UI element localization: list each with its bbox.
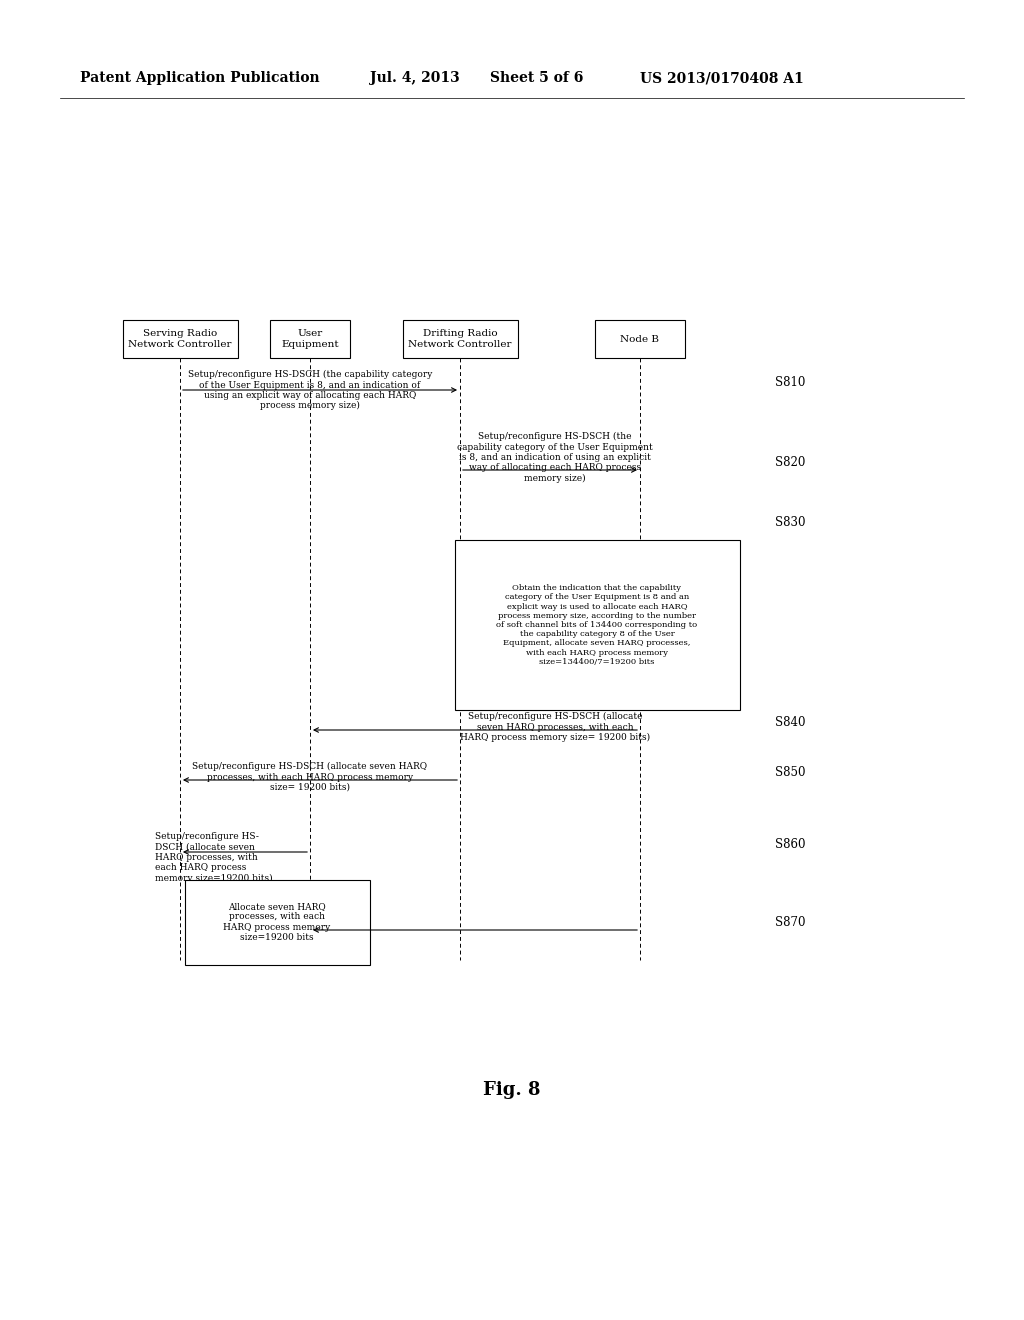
Text: Patent Application Publication: Patent Application Publication [80,71,319,84]
Text: Sheet 5 of 6: Sheet 5 of 6 [490,71,584,84]
Text: S820: S820 [775,455,805,469]
Text: US 2013/0170408 A1: US 2013/0170408 A1 [640,71,804,84]
Text: Setup/reconfigure HS-DSCH (the capability category
of the User Equipment is 8, a: Setup/reconfigure HS-DSCH (the capabilit… [187,370,432,411]
Text: User
Equipment: User Equipment [282,329,339,348]
Bar [402,319,517,358]
Text: Node B: Node B [621,334,659,343]
Text: Setup/reconfigure HS-DSCH (allocate seven HARQ
processes, with each HARQ process: Setup/reconfigure HS-DSCH (allocate seve… [193,762,428,792]
Bar [123,319,238,358]
Bar [270,319,350,358]
Bar [595,319,685,358]
Text: Obtain the indication that the capability
category of the User Equipment is 8 an: Obtain the indication that the capabilit… [497,585,697,665]
Bar [455,540,740,710]
Text: Jul. 4, 2013: Jul. 4, 2013 [370,71,460,84]
Text: Drifting Radio
Network Controller: Drifting Radio Network Controller [409,329,512,348]
Text: Serving Radio
Network Controller: Serving Radio Network Controller [128,329,231,348]
Text: Setup/reconfigure HS-DSCH (the
capability category of the User Equipment
is 8, a: Setup/reconfigure HS-DSCH (the capabilit… [457,432,653,483]
Text: Fig. 8: Fig. 8 [483,1081,541,1100]
Text: Setup/reconfigure HS-
DSCH (allocate seven
HARQ processes, with
each HARQ proces: Setup/reconfigure HS- DSCH (allocate sev… [155,832,272,883]
Text: S850: S850 [775,766,806,779]
Text: Setup/reconfigure HS-DSCH (allocate
seven HARQ processes, with each
HARQ process: Setup/reconfigure HS-DSCH (allocate seve… [460,711,650,742]
Text: S860: S860 [775,837,806,850]
Bar [185,880,370,965]
Text: S870: S870 [775,916,806,928]
Text: S830: S830 [775,516,806,528]
Text: Allocate seven HARQ
processes, with each
HARQ process memory
size=19200 bits: Allocate seven HARQ processes, with each… [223,902,331,942]
Text: S810: S810 [775,375,805,388]
Text: S840: S840 [775,715,806,729]
